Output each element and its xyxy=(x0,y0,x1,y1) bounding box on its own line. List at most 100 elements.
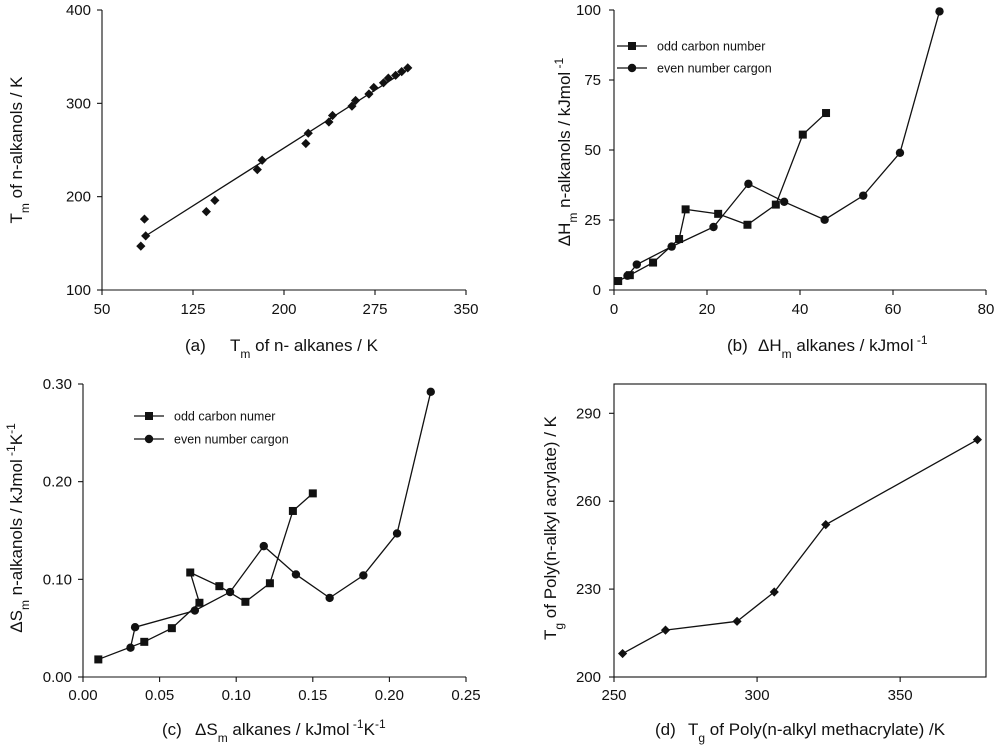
data-point xyxy=(136,241,146,251)
data-point-square xyxy=(308,489,317,498)
data-point xyxy=(347,101,357,111)
data-point-circle xyxy=(426,387,435,397)
x-tick-label: 50 xyxy=(94,301,111,318)
chart-panel-b: 0 20 40 60 80 0 25 50 75 100 odd carbon number even… xyxy=(552,2,994,361)
y-tick-label: 100 xyxy=(576,2,601,19)
data-point xyxy=(324,117,334,127)
x-tick-label: 40 xyxy=(792,301,809,318)
chart-panel-c: 0.00 0.05 0.10 0.15 0.20 0.25 0.00 0.10 0.20 0.30… xyxy=(4,376,481,745)
series-line-circle xyxy=(626,11,941,277)
data-point-square xyxy=(675,235,684,244)
data-point-circle xyxy=(126,643,135,652)
data-point xyxy=(397,67,407,77)
x-tick-label: 0.15 xyxy=(298,687,327,704)
x-tick-label: 350 xyxy=(888,687,913,704)
data-point xyxy=(403,63,413,73)
data-point-circle xyxy=(779,197,789,206)
data-point-circle xyxy=(935,7,944,16)
data-point-square xyxy=(771,200,780,209)
legend-label: odd carbon number xyxy=(657,40,765,54)
data-point-square xyxy=(743,220,752,229)
data-point-circle xyxy=(820,215,829,224)
data-point xyxy=(327,110,338,121)
x-tick-label: 250 xyxy=(601,687,626,704)
data-point xyxy=(350,95,361,106)
data-point-circle xyxy=(359,571,368,580)
x-axis-label: Tm of n- alkanes / K xyxy=(230,336,379,361)
data-point-circle xyxy=(130,622,140,632)
y-tick-label: 300 xyxy=(66,95,91,112)
x-axis-label: ΔHm alkanes / kJmol -1 xyxy=(758,333,928,361)
plot-frame xyxy=(613,383,987,678)
data-point-circle xyxy=(895,148,905,157)
data-point xyxy=(252,165,262,175)
panel-label: (b) xyxy=(727,336,748,355)
data-point-circle xyxy=(744,179,753,189)
y-tick-label: 230 xyxy=(576,581,601,598)
y-tick-label: 75 xyxy=(584,72,601,89)
x-tick-label: 0 xyxy=(610,301,618,318)
data-point-square xyxy=(186,568,195,577)
series-line-diamond xyxy=(622,439,978,655)
data-point-diamond xyxy=(769,587,779,597)
data-point-circle xyxy=(190,606,200,615)
data-point xyxy=(139,214,150,224)
data-point-square xyxy=(649,258,658,267)
x-tick-label: 20 xyxy=(699,301,716,318)
data-point-square xyxy=(822,109,831,118)
data-point xyxy=(257,155,267,165)
data-point-square xyxy=(265,579,274,588)
legend-marker-square xyxy=(628,42,636,50)
panel-label: (a) xyxy=(185,336,206,355)
data-point-diamond xyxy=(660,625,671,635)
data-point-circle xyxy=(632,260,641,269)
data-point xyxy=(364,89,374,99)
data-point-circle xyxy=(225,587,235,597)
chart-panel-d: 250 300 350 200 230 260 290 (d) Tg of Poly(n-alk… xyxy=(541,383,987,745)
chart-panel-a: 50 125 200 275 350 100 200 300 400 (a) Tm of n- al… xyxy=(7,2,479,361)
x-tick-label: 60 xyxy=(885,301,902,318)
x-tick-label: 200 xyxy=(271,301,296,318)
data-point-square xyxy=(241,597,250,606)
legend-label: even number cargon xyxy=(657,62,772,76)
data-point-square xyxy=(714,209,723,218)
legend-label: odd carbon numer xyxy=(174,410,275,424)
data-point-square xyxy=(167,624,176,633)
data-point-square xyxy=(140,637,149,646)
legend-marker-circle xyxy=(627,63,637,73)
series-line-circle xyxy=(129,391,432,648)
data-point-square xyxy=(94,655,103,664)
y-tick-label: 200 xyxy=(66,189,91,206)
x-tick-label: 0.00 xyxy=(68,687,97,704)
y-tick-label: 0.20 xyxy=(43,474,72,491)
data-point-diamond xyxy=(972,435,983,445)
data-point-circle xyxy=(859,191,868,200)
x-tick-label: 0.20 xyxy=(375,687,404,704)
x-tick-label: 300 xyxy=(745,687,770,704)
data-point-square xyxy=(614,277,623,286)
data-point-circle xyxy=(259,541,268,551)
data-point xyxy=(141,231,151,241)
x-tick-label: 0.05 xyxy=(145,687,174,704)
legend-marker-circle xyxy=(144,434,154,444)
y-tick-label: 25 xyxy=(584,212,601,229)
x-axis-label: Tg of Poly(n-alkyl methacrylate) /K xyxy=(688,720,946,745)
legend-label: even number cargon xyxy=(174,433,289,447)
fit-line xyxy=(145,67,411,237)
data-point xyxy=(210,195,220,205)
y-tick-label: 0.00 xyxy=(43,669,72,686)
x-tick-label: 125 xyxy=(180,301,205,318)
data-point-diamond xyxy=(821,520,831,530)
data-point-square xyxy=(798,130,807,139)
y-tick-label: 290 xyxy=(576,405,601,422)
data-point-diamond xyxy=(732,616,742,626)
data-point xyxy=(369,82,379,93)
x-tick-label: 350 xyxy=(453,301,478,318)
y-tick-label: 100 xyxy=(66,282,91,299)
y-tick-label: 0 xyxy=(593,282,601,299)
y-axis-label: ΔHm n-alkanols / kJmol -1 xyxy=(552,57,580,246)
x-tick-label: 275 xyxy=(362,301,387,318)
panel-label: (d) xyxy=(655,720,676,739)
y-axis-label: Tm of n-alkanols / K xyxy=(7,76,32,224)
